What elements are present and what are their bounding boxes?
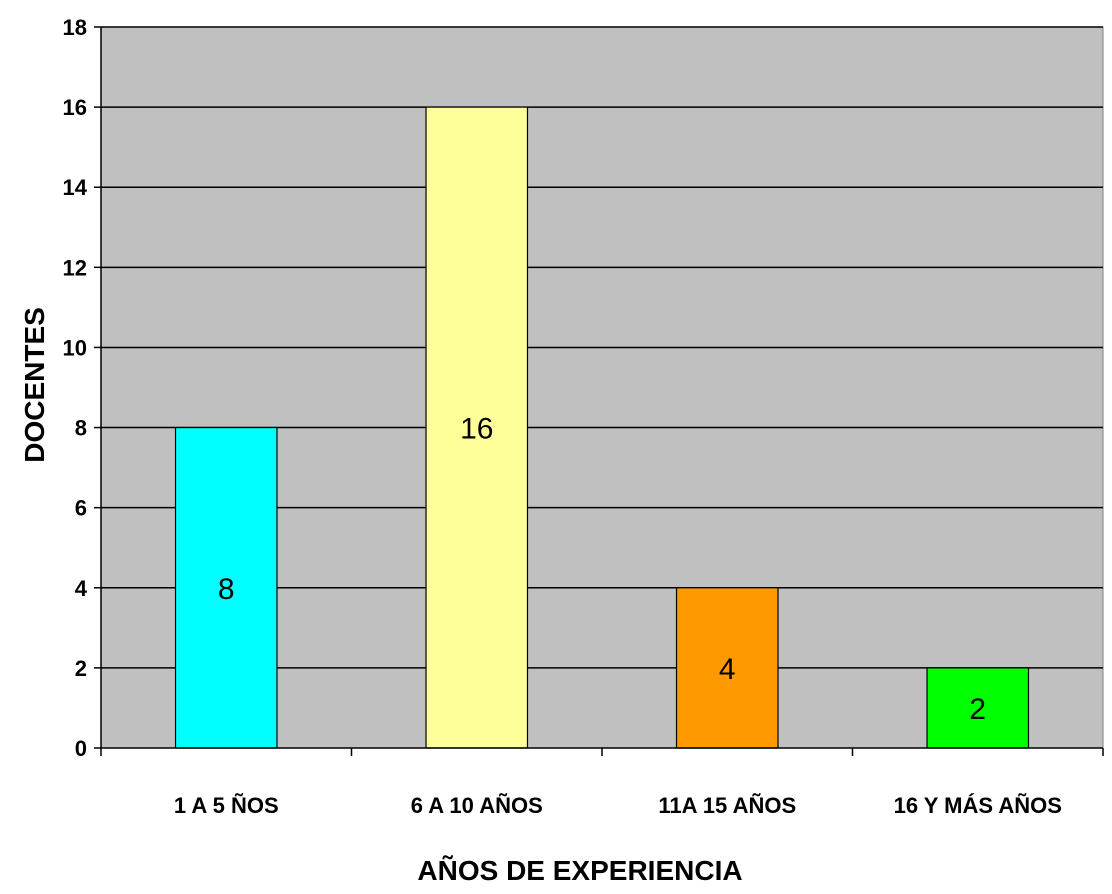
bar-value-label: 16 — [460, 413, 493, 446]
x-category-label: 16 Y MÁS AÑOS — [894, 793, 1062, 818]
y-tick-label: 10 — [63, 335, 87, 360]
bars — [174, 106, 1030, 749]
x-category-label: 6 A 10 AÑOS — [411, 793, 543, 818]
y-tick-label: 0 — [75, 736, 87, 761]
data-labels: 8 16 4 2 — [218, 413, 986, 726]
y-tick-label: 18 — [63, 15, 87, 40]
y-tick-label: 12 — [63, 255, 87, 280]
y-tick-label: 16 — [63, 95, 87, 120]
bar-value-label: 8 — [218, 573, 235, 606]
x-category-label: 1 A 5 ÑOS — [174, 793, 279, 818]
y-tick-label: 6 — [75, 496, 87, 521]
y-tick-label: 4 — [75, 576, 88, 601]
y-axis-title: DOCENTES — [19, 307, 50, 463]
y-tick-label: 14 — [63, 175, 88, 200]
x-axis-title: AÑOS DE EXPERIENCIA — [417, 855, 742, 886]
bar-value-label: 2 — [969, 693, 986, 726]
x-category-label: 11A 15 AÑOS — [658, 793, 796, 818]
bar-value-label: 4 — [719, 653, 736, 686]
x-axis: 1 A 5 ÑOS 6 A 10 AÑOS 11A 15 AÑOS 16 Y MÁS … — [100, 747, 1104, 818]
y-tick-label: 8 — [75, 416, 87, 441]
y-axis: 0 2 4 6 8 10 12 14 16 18 — [63, 15, 102, 761]
y-tick-label: 2 — [75, 656, 87, 681]
